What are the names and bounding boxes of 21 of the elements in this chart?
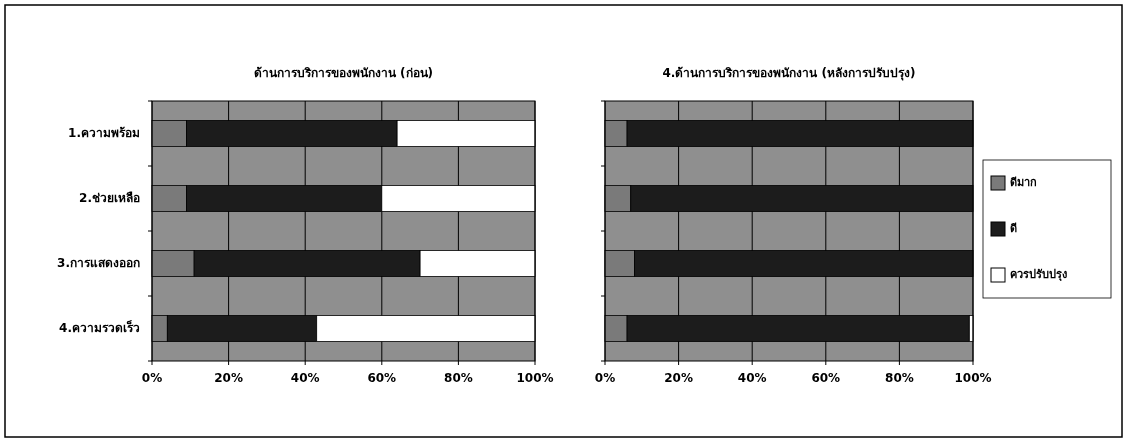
x-tick-label: 40% <box>737 370 767 385</box>
chart-title: ด้านการบริการของพนักงาน (ก่อน) <box>253 65 434 80</box>
x-tick-label: 60% <box>367 370 397 385</box>
x-tick-label: 0% <box>594 370 616 385</box>
y-tick-label: 1.ความพร้อม <box>68 126 140 140</box>
x-tick-label: 100% <box>954 370 992 385</box>
y-tick-label: 2.ช่วยเหลือ <box>79 191 140 205</box>
x-tick-label: 40% <box>290 370 320 385</box>
x-tick-label: 80% <box>885 370 914 385</box>
x-tick-label: 80% <box>444 370 473 385</box>
chart-title: 4.ด้านการบริการของพนักงาน (หลังการปรับปรุง) <box>662 65 916 81</box>
legend-label: ควรปรับปรุง <box>1010 268 1067 282</box>
legend-label: ดี <box>1010 222 1017 235</box>
x-tick-label: 100% <box>516 370 554 385</box>
x-tick-label: 60% <box>811 370 841 385</box>
y-tick-label: 4.ความรวดเร็ว <box>59 320 140 335</box>
legend-label: ดีมาก <box>1010 176 1037 189</box>
x-tick-label: 0% <box>141 370 163 385</box>
y-tick-label: 3.การแสดงออก <box>57 256 140 270</box>
x-tick-label: 20% <box>664 370 693 385</box>
x-tick-label: 20% <box>214 370 243 385</box>
